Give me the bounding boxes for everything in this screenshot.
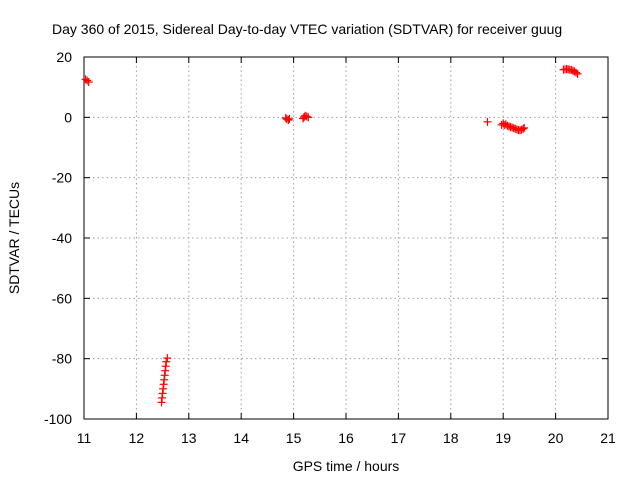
- data-point: [84, 78, 93, 87]
- x-tick-label: 16: [338, 430, 354, 446]
- data-point: [520, 123, 529, 132]
- data-point: [572, 68, 581, 77]
- x-tick-label: 18: [443, 430, 459, 446]
- y-tick-labels: -100 -80 -60 -40 -20 0 20: [44, 49, 72, 427]
- data-point: [83, 76, 92, 85]
- data-point: [163, 354, 172, 363]
- data-point: [162, 357, 171, 366]
- x-tick-label: 17: [391, 430, 407, 446]
- x-tick-label: 20: [548, 430, 564, 446]
- data-point: [284, 116, 293, 125]
- y-tick-label: -100: [44, 411, 72, 427]
- y-axis-label: SDTVAR / TECUs: [6, 182, 22, 294]
- x-tick-label: 11: [77, 430, 92, 446]
- grid-lines: [84, 57, 608, 419]
- axis-ticks: [83, 56, 609, 420]
- x-tick-label: 15: [286, 430, 302, 446]
- data-point: [302, 112, 311, 121]
- x-tick-label: 14: [233, 430, 249, 446]
- x-tick-label: 19: [495, 430, 511, 446]
- y-tick-label: -40: [52, 230, 72, 246]
- x-axis-label: GPS time / hours: [293, 458, 400, 474]
- y-tick-label: 20: [56, 49, 72, 65]
- data-point: [285, 114, 294, 123]
- y-tick-label: -20: [52, 170, 72, 186]
- data-point: [483, 117, 492, 126]
- x-tick-label: 21: [600, 430, 616, 446]
- data-point: [304, 113, 313, 122]
- x-tick-labels: 11 12 13 14 15 16 17 18 19 20 21: [77, 430, 616, 446]
- y-tick-label: -80: [52, 351, 72, 367]
- y-tick-label: 0: [64, 109, 72, 125]
- chart-title: Day 360 of 2015, Sidereal Day-to-day VTE…: [52, 21, 562, 37]
- data-point: [573, 69, 582, 78]
- data-point: [519, 124, 528, 133]
- y-tick-label: -60: [52, 290, 72, 306]
- x-tick-label: 12: [129, 430, 145, 446]
- x-tick-label: 13: [181, 430, 197, 446]
- data-points: [81, 65, 582, 407]
